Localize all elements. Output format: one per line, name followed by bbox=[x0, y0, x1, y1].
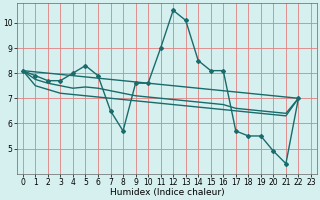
X-axis label: Humidex (Indice chaleur): Humidex (Indice chaleur) bbox=[109, 188, 224, 197]
